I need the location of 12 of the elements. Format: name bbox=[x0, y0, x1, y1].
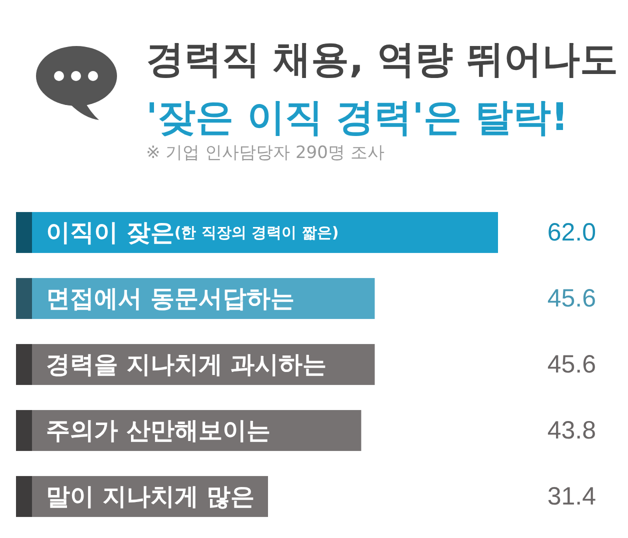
chart-title: 경력직 채용, 역량 뛰어나도 '잦은 이직 경력'은 탈락! bbox=[146, 37, 618, 139]
chart-subtitle: ※ 기업 인사담당자 290명 조사 bbox=[146, 143, 384, 163]
data-label: 62.0 bbox=[547, 218, 596, 246]
y-tick-label: 말이 지나치게 많은 bbox=[46, 482, 255, 510]
y-tick-label: 경력을 지나치게 과시하는 bbox=[46, 350, 327, 378]
data-label: 31.4 bbox=[547, 482, 596, 510]
data-label: 45.6 bbox=[547, 284, 596, 312]
y-tick-label: 면접에서 동문서답하는 bbox=[46, 284, 294, 312]
y-tick-label: 주의가 산만해보이는 bbox=[46, 416, 270, 444]
data-label: 45.6 bbox=[547, 350, 596, 378]
y-tick-label: 이직이 잦은(한 직장의 경력이 짧은) bbox=[46, 218, 339, 246]
data-label: 43.8 bbox=[547, 416, 596, 444]
